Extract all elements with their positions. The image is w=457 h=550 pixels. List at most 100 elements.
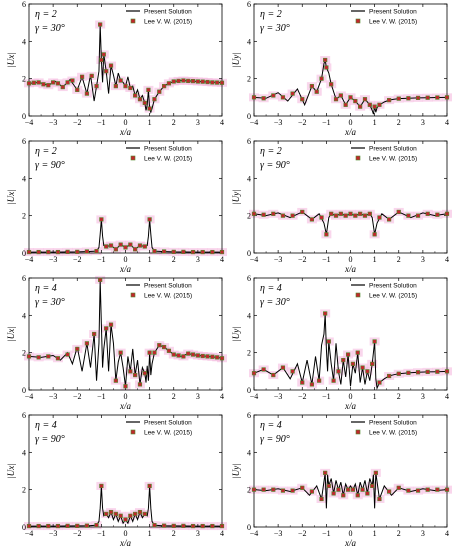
x-tick-label: 3: [196, 392, 200, 401]
data-point-lee: [46, 354, 51, 359]
data-point-lee: [152, 249, 157, 254]
data-point-lee: [104, 511, 109, 517]
data-point-lee: [406, 96, 411, 101]
legend-marker-swatch: [355, 292, 361, 298]
data-point-lee: [190, 352, 196, 357]
data-point-lee: [200, 523, 205, 529]
data-point-lee: [84, 249, 89, 254]
legend-label-present: Present Solution: [369, 419, 417, 426]
x-tick-label: 0: [124, 392, 128, 401]
x-tick-label: −1: [97, 118, 106, 127]
data-point-lee: [118, 350, 123, 355]
data-point-lee: [84, 91, 89, 96]
x-axis-label: x/a: [119, 264, 131, 274]
y-tick-label: 4: [247, 37, 251, 46]
data-point-lee: [415, 95, 421, 100]
data-point-lee: [137, 97, 143, 102]
data-point-lee: [84, 523, 89, 528]
x-tick-label: −1: [97, 255, 106, 264]
data-point-lee: [377, 102, 382, 107]
data-point-lee: [123, 245, 128, 250]
x-tick-label: 1: [148, 392, 152, 401]
data-point-lee: [55, 81, 61, 86]
x-axis-label: x/a: [344, 127, 356, 137]
y-tick-label: 2: [247, 486, 251, 495]
data-point-lee: [309, 382, 315, 387]
data-point-lee: [415, 488, 421, 493]
x-axis-label: x/a: [344, 538, 356, 548]
data-point-lee: [75, 346, 80, 352]
x-tick-label: 3: [196, 255, 200, 264]
data-point-lee: [94, 84, 99, 89]
data-point-lee: [162, 523, 167, 528]
y-tick-label: 6: [22, 0, 26, 9]
y-tick-label: 4: [22, 311, 26, 320]
x-tick-label: 0: [124, 255, 128, 264]
data-point-lee: [195, 353, 200, 358]
data-point-lee: [171, 523, 176, 528]
subplot-6: −4 −3 −2 −1 0 1 2 3 4 0 2 4 6 x/a |Uy| η = 4 γ = 30° Pres…: [231, 274, 452, 411]
x-axis-label: x/a: [119, 401, 131, 411]
data-point-lee: [365, 369, 370, 374]
y-tick-label: 2: [22, 212, 26, 221]
data-point-lee: [331, 378, 336, 383]
data-point-lee: [386, 373, 392, 379]
data-point-lee: [162, 344, 167, 350]
legend-label-lee: Lee V. W. (2015): [369, 155, 417, 162]
x-tick-label: 0: [124, 118, 128, 127]
data-point-lee: [118, 242, 123, 247]
data-point-lee: [336, 487, 341, 492]
data-point-lee: [314, 89, 319, 94]
x-tick-label: 3: [421, 255, 425, 264]
axes-frame: [253, 414, 448, 528]
data-point-lee: [333, 97, 339, 102]
data-point-lee: [425, 95, 430, 100]
legend-label-present: Present Solution: [144, 145, 192, 152]
data-point-lee: [280, 488, 286, 493]
y-tick-label: 6: [247, 274, 251, 283]
data-point-lee: [128, 242, 133, 247]
data-point-lee: [26, 249, 32, 255]
data-point-lee: [435, 212, 440, 217]
data-point-lee: [271, 372, 276, 378]
data-point-lee: [324, 232, 329, 237]
x-tick-label: −3: [49, 255, 58, 264]
data-point-lee: [215, 355, 220, 360]
y-axis-label: |Uy|: [231, 326, 241, 341]
x-tick-label: 1: [373, 255, 377, 264]
x-tick-label: 1: [373, 118, 377, 127]
data-point-lee: [360, 365, 365, 370]
data-point-lee: [46, 83, 51, 88]
data-point-lee: [26, 354, 32, 359]
data-point-lee: [70, 78, 75, 83]
subplot-5: −4 −3 −2 −1 0 1 2 3 4 0 2 4 6 x/a |Ux| η = 4 γ = 30° Pres…: [6, 274, 227, 411]
eta-annotation: η = 2: [35, 9, 57, 20]
data-point-lee: [317, 378, 322, 383]
data-point-lee: [219, 523, 225, 529]
data-point-lee: [319, 496, 324, 502]
x-tick-label: −3: [49, 529, 58, 538]
data-point-lee: [365, 491, 370, 496]
data-point-lee: [386, 98, 392, 103]
y-tick-label: 6: [22, 137, 26, 146]
data-point-lee: [353, 98, 358, 104]
y-tick-label: 0: [247, 112, 251, 121]
legend-label-lee: Lee V. W. (2015): [369, 292, 417, 299]
y-axis-label: |Ux|: [6, 189, 16, 204]
data-point-lee: [133, 372, 138, 378]
legend-label-lee: Lee V. W. (2015): [144, 292, 192, 299]
x-tick-label: 4: [220, 392, 224, 401]
data-point-lee: [176, 78, 181, 84]
data-point-lee: [372, 104, 377, 109]
data-point-lee: [133, 511, 138, 517]
axes-frame: [253, 140, 448, 254]
data-point-lee: [101, 52, 106, 57]
data-point-lee: [210, 249, 215, 255]
x-tick-label: −1: [322, 529, 331, 538]
legend-label-present: Present Solution: [369, 145, 417, 152]
legend-label-lee: Lee V. W. (2015): [369, 18, 417, 25]
x-tick-label: −1: [97, 529, 106, 538]
y-tick-label: 2: [22, 486, 26, 495]
data-point-lee: [162, 249, 167, 254]
data-point-lee: [323, 311, 328, 316]
